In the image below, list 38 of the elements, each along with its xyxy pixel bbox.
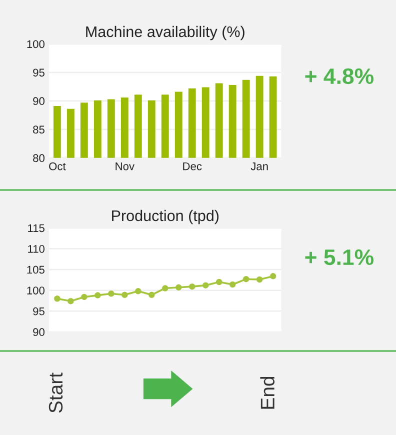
- text: End: [260, 376, 274, 409]
- y-tick-label: 90: [33, 328, 45, 336]
- point: [188, 283, 196, 290]
- y-tick-label: 100: [27, 286, 45, 294]
- x-tick-label: Oct: [49, 162, 66, 170]
- y-tick-label: 85: [33, 126, 44, 134]
- y-tick-label: 115: [28, 224, 44, 232]
- x-tick-label: Nov: [116, 162, 134, 170]
- point: [135, 288, 142, 294]
- y-tick-label: 100: [27, 40, 45, 48]
- y-tick-label: 95: [33, 68, 44, 77]
- text: + 5.1%: [305, 249, 374, 266]
- x-tick-label: Dec: [183, 162, 202, 170]
- point: [176, 284, 182, 291]
- point: [256, 276, 263, 283]
- point: [54, 296, 60, 302]
- point: [216, 278, 222, 286]
- x-tick-label: Jan: [250, 162, 268, 170]
- chart-title: Production (tpd): [112, 210, 219, 224]
- point: [94, 292, 101, 298]
- point: [122, 292, 128, 298]
- point: [68, 298, 74, 304]
- point: [148, 292, 155, 298]
- chart-title: Machine availability (%): [86, 26, 244, 40]
- point: [242, 276, 250, 282]
- point: [108, 290, 114, 297]
- y-tick-label: 95: [33, 307, 44, 316]
- point: [162, 285, 168, 292]
- y-tick-label: 80: [33, 154, 45, 162]
- point: [81, 294, 88, 300]
- point: [229, 281, 236, 288]
- y-tick-label: 110: [28, 245, 45, 253]
- y-tick-label: 105: [27, 266, 44, 274]
- text: + 4.8%: [305, 68, 374, 84]
- point: [202, 282, 209, 288]
- text: Start: [48, 372, 63, 413]
- point: [270, 273, 276, 280]
- y-tick-label: 90: [33, 97, 45, 106]
